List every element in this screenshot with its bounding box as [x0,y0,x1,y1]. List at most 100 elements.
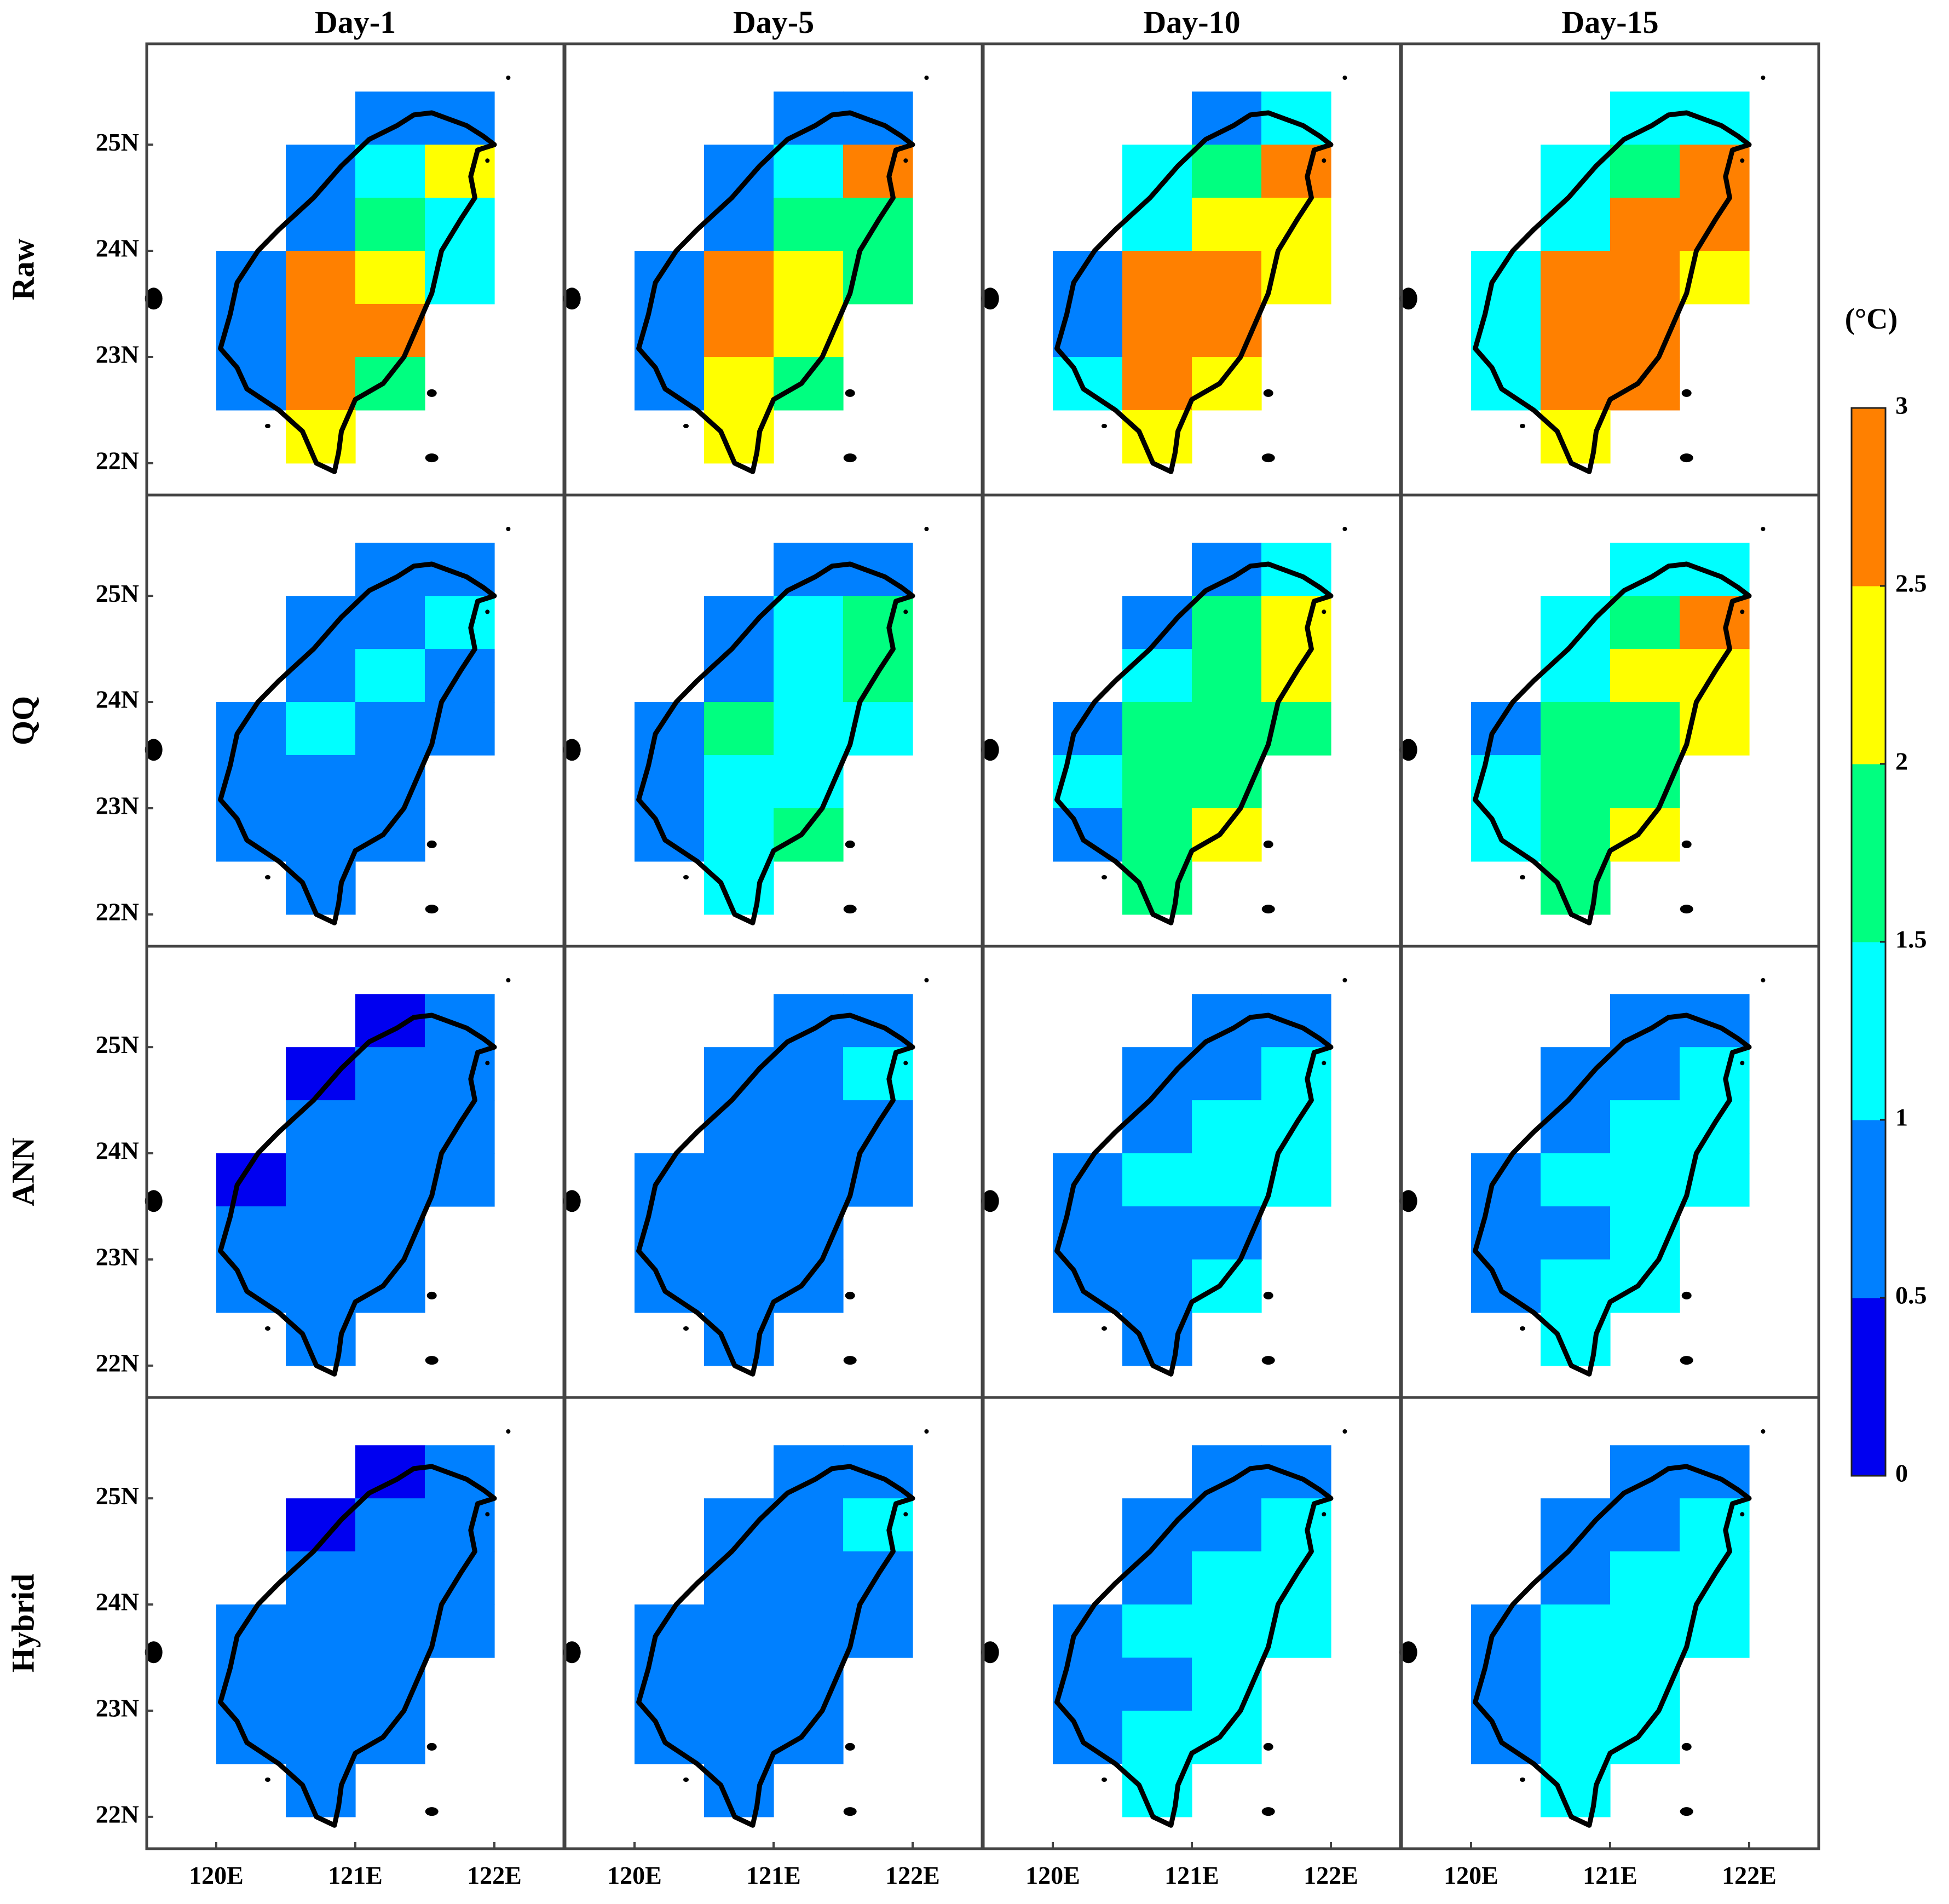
grid-cell [774,808,844,862]
grid-cell [355,1445,425,1499]
grid-cell [355,91,425,145]
penghu-island [981,1190,999,1212]
grid-cell [286,861,356,915]
orchid-island [1680,905,1693,914]
grid-cell [286,1312,356,1366]
grid-cell [1261,1047,1331,1101]
guishan-island [1322,158,1327,163]
grid-cell [425,1047,495,1101]
grid-cell [774,356,844,411]
grid-cell [635,1710,705,1764]
grid-cell [355,1710,425,1764]
grid-cell [635,808,705,862]
row-title: ANN [5,1137,41,1206]
grid-cell [1471,1710,1541,1764]
grid-cell [1680,1047,1750,1101]
grid-cell [843,1498,913,1552]
pengjia-islet [1761,76,1766,80]
colorbar-label: 0 [1895,1459,1908,1487]
grid-cell [1610,596,1680,649]
grid-cell [1122,1100,1192,1154]
coastline [636,1013,915,1377]
guishan-island [903,158,908,163]
orchid-island [1680,1356,1693,1365]
pengjia-islet [1342,1429,1347,1434]
grid-cell [704,1710,774,1764]
colorbar-segment [1852,942,1885,1120]
grid-cell [286,198,356,251]
panel-qq-day-5 [563,493,984,948]
green-island [426,1291,437,1299]
panel-ann-day-10 [981,945,1402,1399]
grid-cell [704,304,774,358]
grid-cell [1192,1551,1262,1605]
pengjia-islet [506,978,511,982]
orchid-island [843,1356,857,1365]
x-tick-label: 122E [1304,1861,1358,1889]
colorbar-label: 0.5 [1895,1281,1927,1309]
liuqiu-island [683,875,689,879]
column-title: Day-10 [1143,4,1240,40]
grid-cell [774,251,844,304]
grid-cell [1122,702,1192,756]
panel-qq-day-15 [1399,493,1820,948]
liuqiu-island [683,1778,689,1782]
coastline [1054,1013,1334,1377]
penghu-island [1399,287,1417,310]
grid-cell [774,198,844,251]
grid-cell [1471,1259,1541,1313]
grid-cell [704,1312,774,1366]
grid-cell [1610,1445,1680,1499]
liuqiu-island [265,424,270,428]
grid-cell [774,1710,844,1764]
grid-cell [286,1153,356,1207]
liuqiu-island [1520,424,1525,428]
grid-cell [355,145,425,198]
panel-hybrid-day-15 [1399,1396,1820,1850]
x-tick-label: 121E [328,1861,383,1889]
grid-cell [774,1604,844,1658]
colorbar-label: 3 [1895,392,1908,419]
liuqiu-island [265,1326,270,1331]
penghu-island [981,1641,999,1664]
guishan-island [485,1061,490,1066]
grid-cell [1541,702,1611,756]
grid-cell [1610,1710,1680,1764]
grid-cell [1122,861,1192,915]
x-tick-label: 122E [467,1861,522,1889]
grid-cell [1053,808,1123,862]
grid-cell [1541,1551,1611,1605]
grid-cell [1122,1259,1192,1313]
grid-cell [1192,1604,1262,1658]
grid-cell [1122,410,1192,464]
column-title: Day-15 [1561,4,1658,40]
orchid-island [1680,1807,1693,1816]
grid-cell [774,1551,844,1605]
pengjia-islet [1761,978,1766,982]
grid-cell [355,356,425,411]
penghu-island [981,287,999,310]
green-island [845,840,855,848]
x-tick-label: 121E [1164,1861,1219,1889]
coastline [218,561,497,925]
grid-cell [774,649,844,703]
grid-cell [704,1551,774,1605]
x-tick-label: 122E [885,1861,940,1889]
green-island [1681,1291,1692,1299]
coastline [636,1464,915,1828]
x-tick-label: 121E [746,1861,801,1889]
grid-cell [1541,808,1611,862]
grid-cell [704,649,774,703]
grid-cell [774,1259,844,1313]
grid-cell [704,1153,774,1207]
liuqiu-island [683,1326,689,1331]
guishan-island [485,609,490,614]
penghu-island [145,287,163,310]
guishan-island [903,609,908,614]
grid-cell [1541,1658,1611,1711]
x-tick-label: 120E [189,1861,244,1889]
grid-cell [1122,1206,1192,1260]
grid-cell [1541,1710,1611,1764]
grid-cell [1122,1604,1192,1658]
